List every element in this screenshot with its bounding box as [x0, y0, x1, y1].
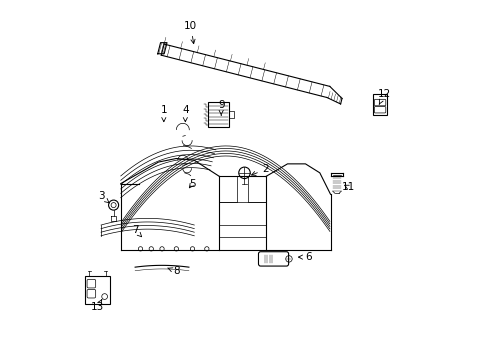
Text: 5: 5: [189, 179, 195, 189]
Text: 10: 10: [184, 21, 197, 44]
Text: 2: 2: [251, 164, 269, 175]
Text: 11: 11: [341, 182, 354, 192]
Bar: [372, 94, 386, 116]
Text: 12: 12: [377, 89, 390, 104]
Text: 9: 9: [218, 100, 224, 115]
Text: 13: 13: [91, 300, 104, 312]
Text: 8: 8: [167, 266, 179, 276]
Bar: [207, 102, 229, 127]
Text: 3: 3: [98, 191, 109, 203]
Bar: [85, 276, 110, 304]
Text: 4: 4: [182, 105, 188, 122]
Text: 6: 6: [298, 252, 312, 262]
Text: 1: 1: [160, 105, 167, 122]
Text: 7: 7: [132, 225, 142, 237]
